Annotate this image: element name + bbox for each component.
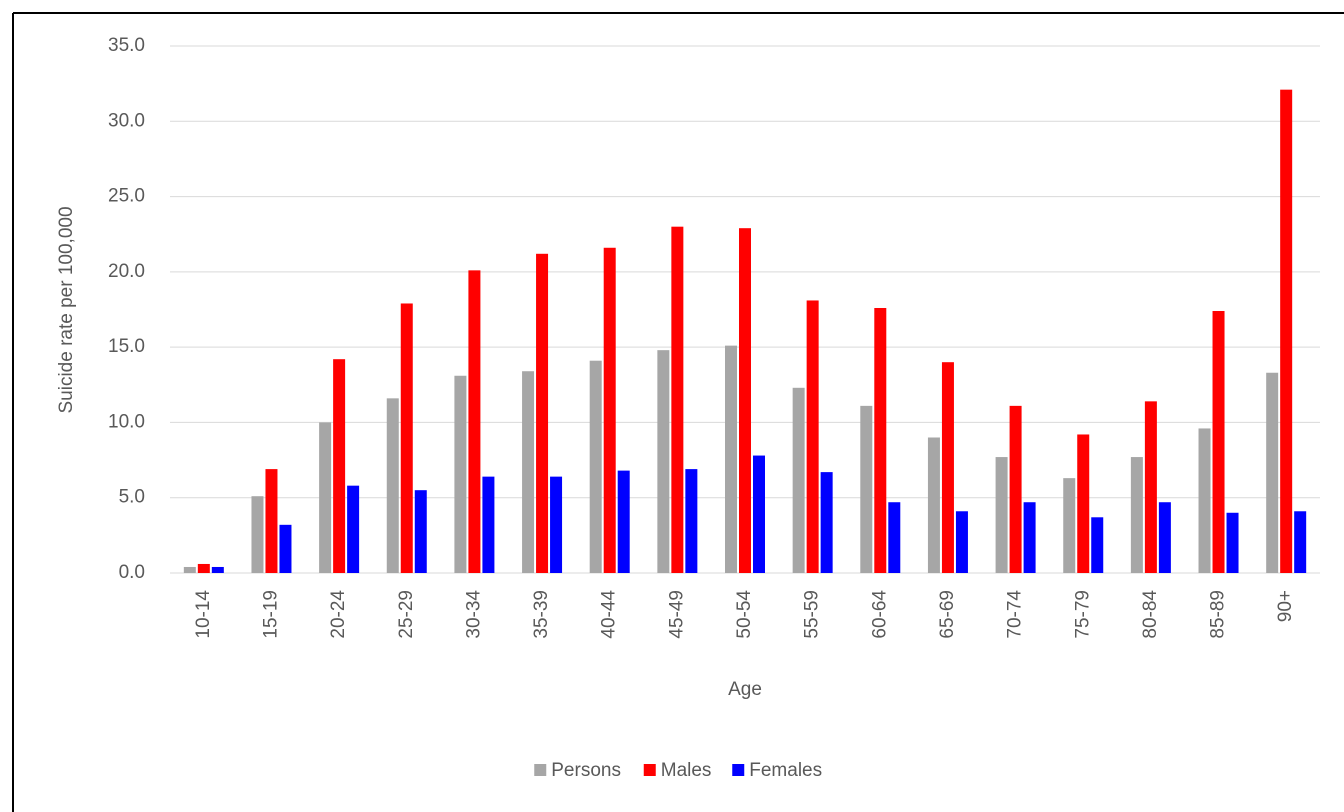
- x-tick-label: 10-14: [193, 590, 214, 639]
- bar: [955, 511, 968, 573]
- bar: [806, 300, 819, 573]
- y-axis-title: Suicide rate per 100,000: [56, 206, 77, 413]
- y-tick-label: 30.0: [108, 110, 145, 131]
- legend-label: Males: [661, 760, 712, 781]
- bar: [927, 437, 940, 573]
- bar: [995, 457, 1008, 573]
- y-tick-label: 5.0: [119, 487, 145, 508]
- x-tick-label: 50-54: [734, 590, 755, 639]
- bar: [522, 371, 535, 573]
- bar: [386, 398, 399, 573]
- bar: [1280, 89, 1293, 573]
- x-tick-label: 40-44: [599, 590, 620, 639]
- bar: [888, 502, 901, 573]
- bar: [1009, 405, 1022, 573]
- bar: [1091, 517, 1104, 573]
- bar: [1023, 502, 1036, 573]
- y-tick-label: 10.0: [108, 411, 145, 432]
- bar: [603, 247, 616, 573]
- bar: [1212, 311, 1225, 573]
- bar: [347, 485, 360, 573]
- bar: [279, 524, 292, 573]
- bar: [400, 303, 413, 573]
- bar: [1266, 372, 1279, 573]
- legend-label: Persons: [551, 760, 621, 781]
- bar: [454, 375, 467, 573]
- x-axis-title: Age: [728, 679, 762, 700]
- x-tick-label: 15-19: [260, 590, 281, 639]
- x-tick-label: 70-74: [1005, 590, 1026, 639]
- x-tick-label: 45-49: [666, 590, 687, 639]
- bar: [1198, 428, 1211, 573]
- x-tick-label: 35-39: [531, 590, 552, 639]
- bar: [1130, 457, 1143, 573]
- y-tick-label: 35.0: [108, 35, 145, 56]
- bar: [739, 228, 751, 574]
- x-tick-label: 30-34: [463, 590, 484, 639]
- bar: [820, 472, 833, 573]
- bar: [657, 350, 670, 573]
- bar: [753, 455, 765, 573]
- bar: [671, 226, 684, 573]
- x-tick-label: 25-29: [396, 590, 417, 639]
- bar: [874, 307, 887, 573]
- bar: [617, 470, 630, 573]
- bar: [211, 566, 224, 573]
- x-tick-label: 20-24: [328, 590, 349, 639]
- bar: [333, 359, 346, 573]
- bar: [860, 405, 873, 573]
- bar: [792, 387, 805, 573]
- x-tick-label: 55-59: [802, 590, 823, 639]
- y-tick-label: 15.0: [108, 336, 145, 357]
- x-tick-label: 90+: [1275, 590, 1296, 622]
- bar: [468, 270, 481, 573]
- x-tick-label: 75-79: [1072, 590, 1093, 639]
- bar: [482, 476, 495, 573]
- bar: [183, 566, 196, 573]
- bar: [1077, 434, 1090, 573]
- legend-swatch: [643, 764, 656, 776]
- bar: [265, 469, 278, 573]
- bar: [536, 253, 549, 573]
- bar: [941, 362, 954, 573]
- bar: [725, 345, 737, 573]
- x-tick-label: 85-89: [1208, 590, 1229, 639]
- legend-swatch: [534, 764, 547, 776]
- y-tick-label: 0.0: [119, 562, 145, 583]
- x-tick-label: 60-64: [869, 590, 890, 639]
- bar: [1063, 478, 1076, 573]
- bar: [1226, 512, 1239, 573]
- bar: [251, 496, 264, 573]
- x-tick-label: 80-84: [1140, 590, 1161, 639]
- bar: [685, 469, 698, 573]
- bar: [1144, 401, 1157, 573]
- bar: [197, 563, 210, 573]
- bar: [414, 490, 427, 573]
- bar: [1294, 511, 1307, 573]
- bar: [1158, 502, 1171, 573]
- bar: [319, 422, 332, 573]
- legend-swatch: [732, 764, 745, 776]
- y-tick-label: 25.0: [108, 186, 145, 207]
- bar: [589, 360, 602, 573]
- y-tick-label: 20.0: [108, 261, 145, 282]
- bar: [550, 476, 563, 573]
- legend-label: Females: [749, 760, 822, 781]
- x-tick-label: 65-69: [937, 590, 958, 639]
